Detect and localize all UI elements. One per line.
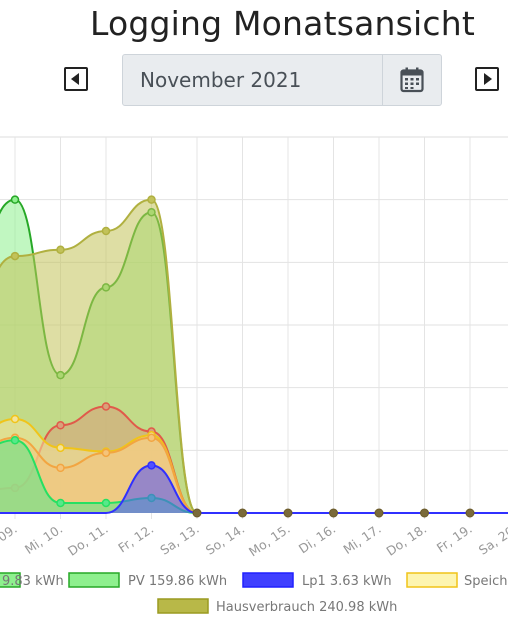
data-point — [147, 461, 156, 470]
page-title: Logging Monatsansicht — [89, 4, 476, 43]
data-point-zero — [374, 508, 384, 518]
data-point-zero — [465, 508, 475, 518]
data-point — [147, 433, 156, 443]
series-area-green2 — [0, 440, 508, 513]
month-picker[interactable]: November 2021 — [122, 54, 442, 106]
x-tick-label: Do, 11. — [65, 521, 111, 559]
x-tick-label: Mi, 10. — [22, 521, 65, 557]
legend-swatch — [0, 572, 21, 588]
data-point — [10, 436, 20, 445]
prev-month-button[interactable] — [64, 67, 88, 91]
legend-label: 9.83 kWh — [2, 574, 64, 589]
data-point — [56, 421, 65, 430]
series-area-lp1 — [0, 465, 508, 513]
x-tick-label: Fr, 19. — [434, 521, 475, 555]
x-tick-label: So, 14. — [203, 521, 247, 558]
caret-left-icon — [71, 73, 79, 85]
data-point — [56, 443, 65, 453]
x-tick-label: Sa, 20. — [476, 521, 508, 558]
monthly-chart: 09. Mi, 10. Do, 11. Fr, 12. Sa, 13. So, 14.Mo… — [0, 136, 508, 615]
x-tick-label: Mo, 15. — [246, 521, 293, 559]
month-input[interactable]: November 2021 — [140, 68, 302, 92]
data-point — [10, 251, 20, 261]
next-month-button[interactable] — [475, 67, 499, 91]
x-tick-label: Sa, 13. — [157, 521, 201, 558]
x-tick-label: Mi, 17. — [340, 521, 383, 557]
data-point — [56, 245, 65, 255]
data-point — [10, 414, 20, 424]
data-point — [101, 498, 111, 508]
data-point — [101, 402, 111, 411]
x-tick-label: Do, 18. — [383, 521, 429, 559]
data-point — [56, 498, 65, 508]
legend-swatch — [242, 572, 294, 588]
calendar-icon — [400, 67, 424, 93]
x-tick-label: 09. — [0, 521, 20, 545]
legend-swatch — [157, 598, 209, 614]
caret-right-icon — [484, 73, 492, 85]
data-point — [56, 463, 65, 473]
data-point — [147, 195, 156, 204]
data-point-zero — [238, 508, 247, 518]
data-point — [101, 226, 111, 236]
x-tick-label: Fr, 12. — [115, 521, 156, 555]
legend-label: Speich — [464, 574, 508, 589]
data-point — [10, 195, 20, 204]
data-point-zero — [329, 508, 338, 518]
data-point-zero — [283, 508, 293, 518]
legend-swatch — [406, 572, 458, 588]
legend-label: Lp1 3.63 kWh — [302, 574, 392, 589]
legend-swatch — [68, 572, 120, 588]
data-point-zero — [192, 508, 202, 518]
data-point — [101, 448, 111, 458]
calendar-button[interactable] — [382, 55, 441, 105]
legend-label: Hausverbrauch 240.98 kWh — [216, 600, 397, 615]
legend-label: PV 159.86 kWh — [128, 574, 227, 589]
data-point-zero — [420, 508, 429, 518]
x-tick-label: Di, 16. — [296, 521, 338, 556]
